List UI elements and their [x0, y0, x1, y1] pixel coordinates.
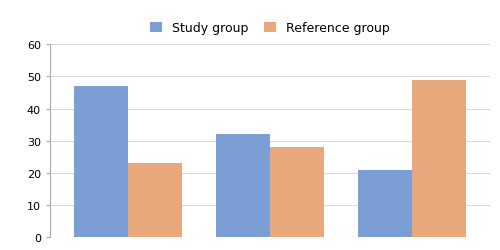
Bar [216, 135, 270, 238]
Bar [74, 87, 128, 238]
Bar [128, 164, 182, 238]
Bar [358, 170, 412, 237]
Bar [412, 80, 466, 238]
Legend: Study group, Reference group: Study group, Reference group [150, 22, 390, 35]
Bar [270, 148, 324, 238]
